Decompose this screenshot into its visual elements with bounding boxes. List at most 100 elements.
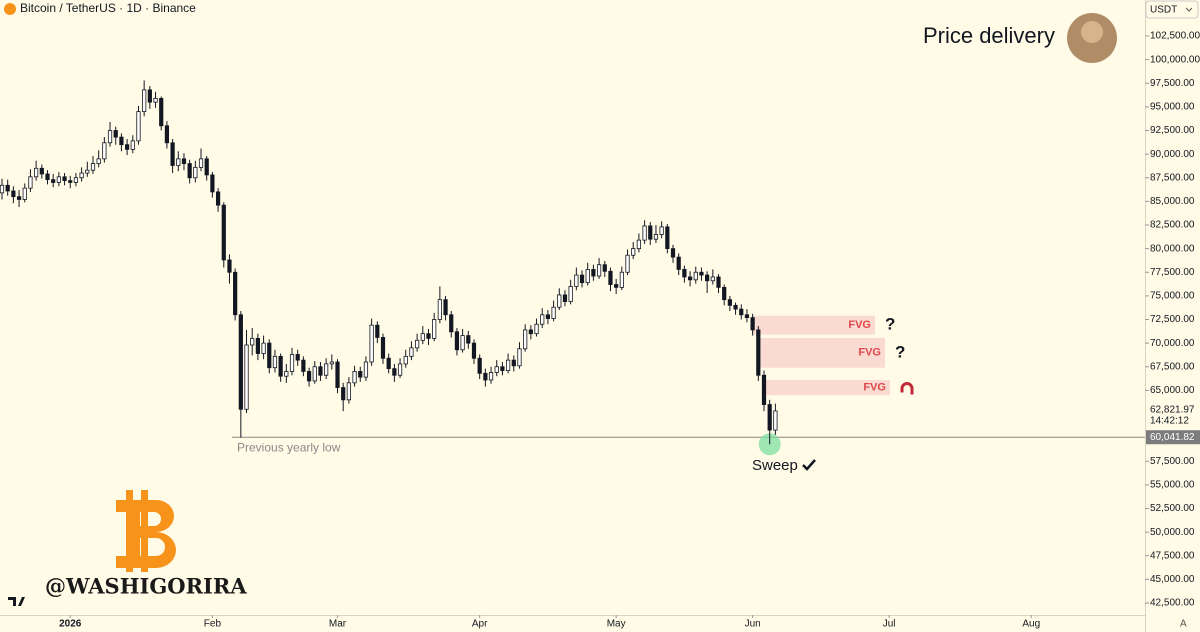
candle-body <box>358 371 363 378</box>
candle-body <box>233 271 238 316</box>
candle-body <box>727 299 732 306</box>
candle-body <box>221 204 226 261</box>
candle-body <box>420 333 425 341</box>
candle-body <box>5 184 10 192</box>
candle-body <box>636 239 642 250</box>
candle-body <box>380 337 386 359</box>
candle-body <box>159 97 164 127</box>
x-tick-label: 2026 <box>59 619 82 630</box>
x-tick-label: Jun <box>745 619 761 630</box>
x-tick-label: Apr <box>472 619 488 630</box>
fvg-label: FVG <box>858 347 881 359</box>
fvg-note: ? <box>895 342 905 361</box>
candle-body <box>278 355 283 377</box>
candle-body <box>68 180 73 183</box>
candle-body <box>653 234 659 240</box>
magnet-shape <box>900 382 914 395</box>
candle-body <box>670 248 676 258</box>
y-tick-label: 92,500.00 <box>1150 125 1195 136</box>
candle-body <box>523 329 528 350</box>
candle-body <box>761 374 767 405</box>
candle-body <box>722 286 727 301</box>
candle-body <box>460 335 465 351</box>
candle-body <box>16 196 22 200</box>
candle-body <box>409 347 414 357</box>
candle-body <box>215 191 221 206</box>
candle-body <box>306 371 312 382</box>
candle-body <box>96 158 101 164</box>
candle-body <box>756 329 761 376</box>
candle-body <box>471 342 477 359</box>
candle-body <box>329 361 334 365</box>
candle-body <box>261 342 266 354</box>
candle-body <box>170 142 175 166</box>
candle-body <box>244 344 249 410</box>
candle-body <box>11 190 16 198</box>
level-text: Previous yearly low <box>237 440 341 454</box>
candle-body <box>250 338 255 346</box>
candle-body <box>295 354 300 361</box>
candle-body <box>477 357 482 374</box>
candle-body <box>744 314 750 319</box>
candle-body <box>682 269 687 278</box>
y-tick-label: 97,500.00 <box>1150 78 1195 89</box>
x-tick-label: Feb <box>204 619 222 630</box>
candle-body <box>204 158 209 176</box>
sweep-label: Sweep <box>752 457 798 474</box>
candle-body <box>596 264 602 277</box>
candle-body <box>341 387 346 401</box>
currency-select[interactable] <box>1145 0 1199 19</box>
candle-body <box>272 355 278 369</box>
candle-body <box>176 158 181 166</box>
candle-body <box>136 111 141 142</box>
candle-body <box>608 270 613 285</box>
auto-scale-button[interactable]: A <box>1180 619 1187 630</box>
y-tick-label: 70,000.00 <box>1150 338 1195 349</box>
candle-body <box>375 324 380 338</box>
candle-body <box>324 363 329 376</box>
candle-body <box>642 225 647 241</box>
candle-body <box>238 314 243 410</box>
y-tick-label: 45,000.00 <box>1150 574 1195 585</box>
candle-body <box>255 338 261 354</box>
symbol-icon <box>4 3 16 15</box>
candle-body <box>124 144 130 150</box>
candle-body <box>562 294 568 302</box>
fvg-zone <box>764 379 890 396</box>
candle-body <box>494 366 499 373</box>
candle-body <box>289 354 295 372</box>
y-tick-label: 75,000.00 <box>1150 291 1195 302</box>
x-tick-label: Jul <box>883 619 896 630</box>
candle-body <box>164 125 170 144</box>
candle-body <box>318 366 323 376</box>
candle-body <box>130 140 135 150</box>
candle-body <box>676 256 681 270</box>
y-tick-label: 82,500.00 <box>1150 220 1195 231</box>
y-tick-label: 67,500.00 <box>1150 361 1195 372</box>
fvg-zone <box>753 315 875 335</box>
candle-body <box>142 89 147 113</box>
candle-body <box>415 339 420 349</box>
y-tick-label: 95,000.00 <box>1150 102 1195 113</box>
candle-body <box>540 314 545 325</box>
candle-body <box>73 177 79 183</box>
candle-body <box>34 167 39 178</box>
candle-body <box>750 317 755 331</box>
y-tick-label: 90,000.00 <box>1150 149 1195 160</box>
dropdown-caret[interactable] <box>1185 7 1193 12</box>
candle-body <box>335 361 340 388</box>
candle-body <box>90 163 96 171</box>
y-tick-label: 80,000.00 <box>1150 243 1195 254</box>
candle-body <box>693 271 698 281</box>
countdown-label: 14:42:12 <box>1150 416 1189 427</box>
candle-body <box>198 158 204 168</box>
candle-body <box>392 368 397 376</box>
candle-body <box>45 173 50 181</box>
fvg-zone <box>758 337 885 368</box>
tradingview-logo <box>8 597 25 606</box>
candle-body <box>193 166 198 179</box>
y-tick-label: 100,000.00 <box>1150 54 1200 65</box>
currency-label[interactable]: USDT <box>1150 5 1177 16</box>
